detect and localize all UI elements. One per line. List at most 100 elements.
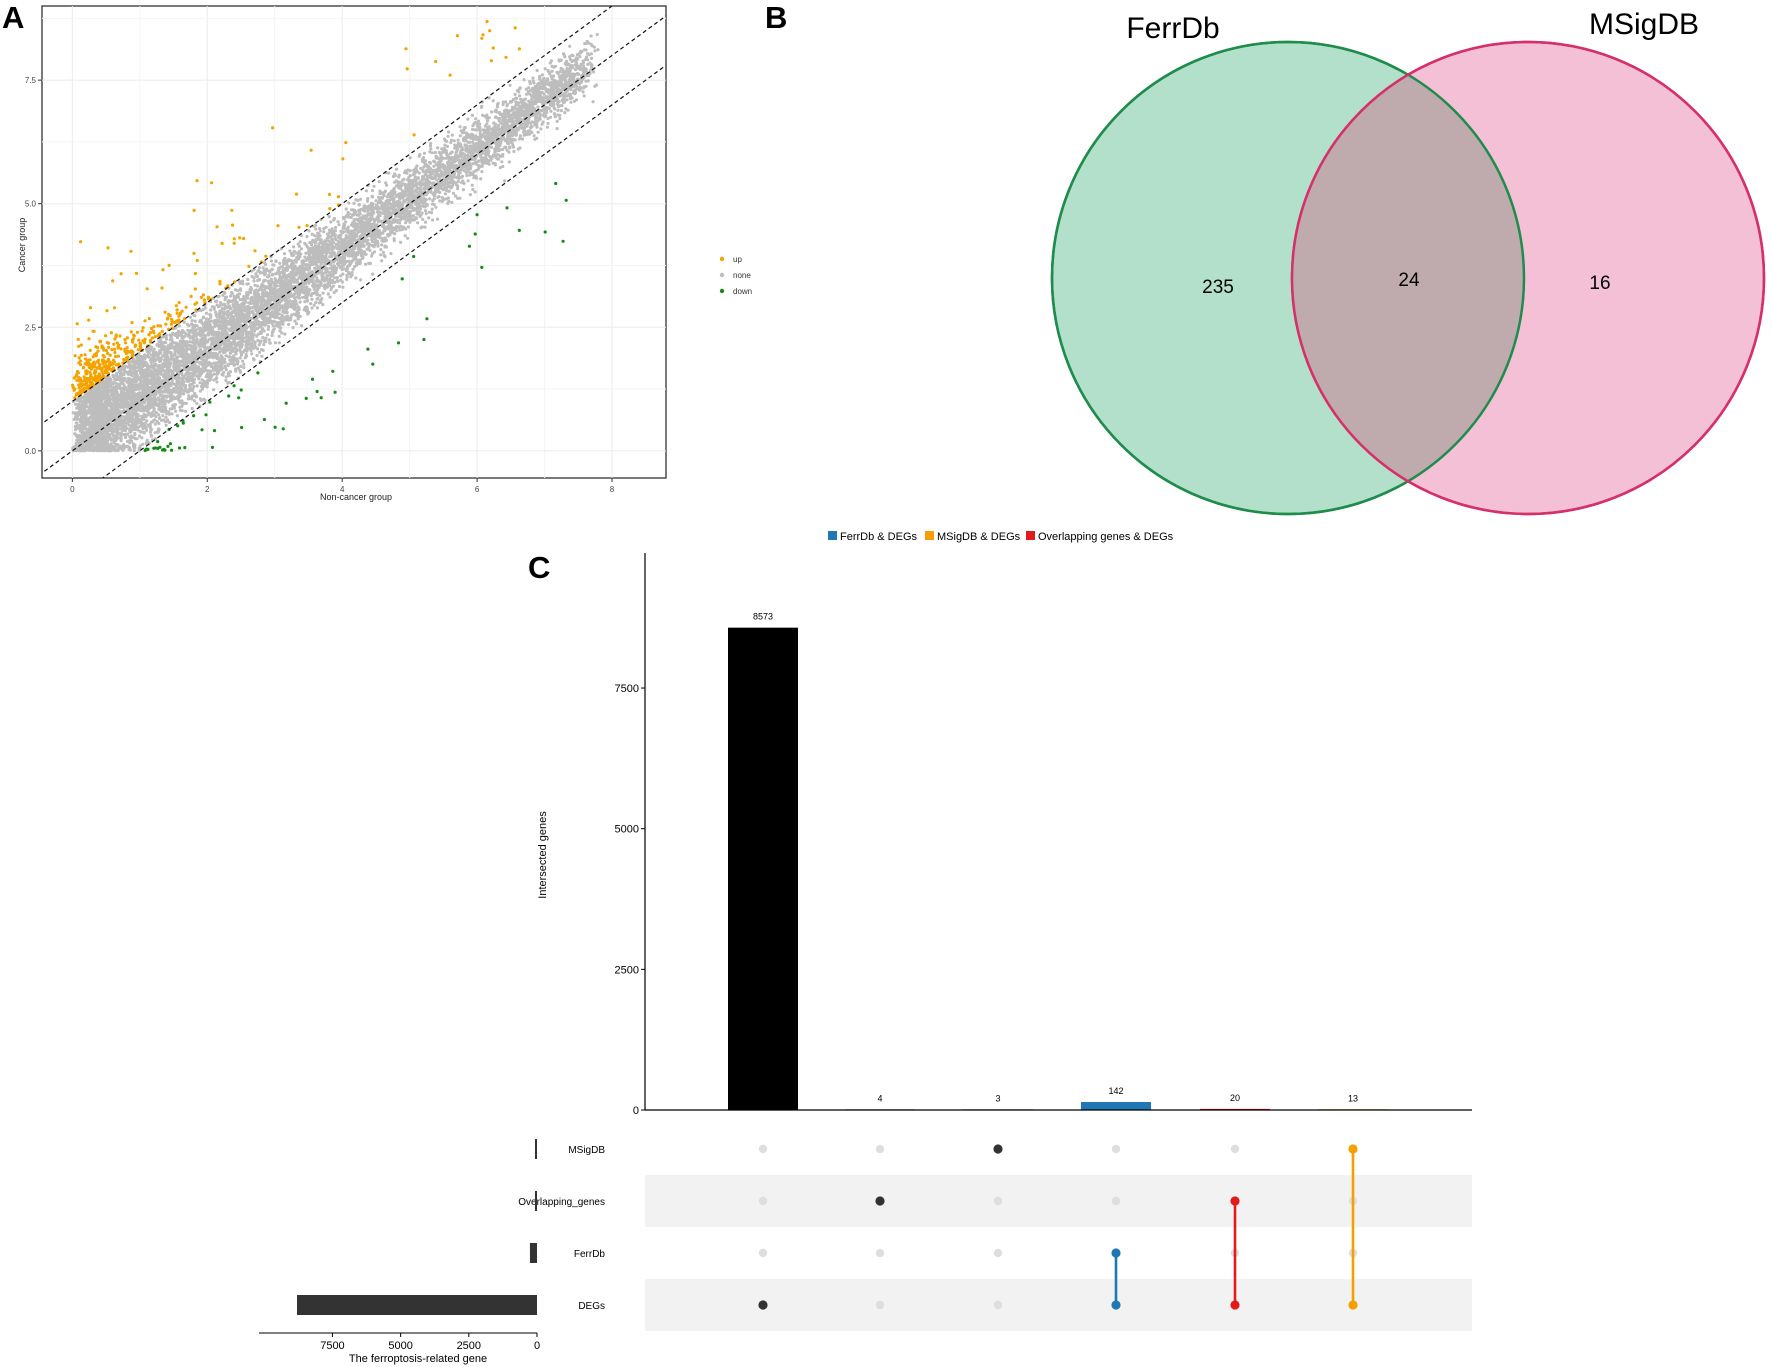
scatter-point (400, 228, 404, 232)
scatter-point (153, 431, 157, 435)
scatter-point (228, 294, 233, 298)
scatter-point (543, 67, 547, 71)
scatter-point (431, 168, 436, 172)
scatter-point (555, 127, 559, 131)
scatter-point (558, 113, 562, 117)
scatter-point (218, 304, 222, 308)
scatter-point (266, 327, 270, 331)
scatter-point (481, 113, 485, 117)
scatter-point (153, 418, 157, 422)
scatter-point (201, 316, 205, 320)
scatter-point (522, 133, 526, 137)
scatter-point (74, 421, 78, 425)
scatter-point (408, 156, 412, 160)
scatter-point (164, 415, 168, 419)
scatter-point (238, 280, 242, 284)
scatter-point (364, 189, 368, 193)
scatter-point (304, 243, 308, 247)
scatter-point (238, 356, 242, 360)
scatter-point (445, 144, 450, 148)
scatter-point (392, 237, 396, 241)
scatter-point (212, 388, 216, 392)
scatter-point (434, 205, 438, 209)
scatter-point (333, 276, 337, 280)
scatter-point (371, 272, 375, 276)
panel-a-letter: A (2, 0, 24, 35)
scatter-point (453, 194, 458, 198)
scatter-point (187, 394, 191, 398)
scatter-point (337, 223, 341, 227)
scatter-point (438, 199, 442, 203)
scatter-point (474, 117, 478, 121)
scatter-point (318, 255, 323, 259)
scatter-point (479, 177, 483, 181)
scatter-point (535, 68, 539, 73)
scatter-point (133, 424, 137, 428)
scatter-point (303, 255, 307, 259)
scatter-point (144, 347, 148, 351)
scatter-point (428, 144, 432, 148)
scatter-point (154, 414, 158, 419)
scatter-point (266, 333, 270, 337)
scatter-point (466, 153, 470, 157)
scatter-point (507, 160, 511, 164)
scatter-point (518, 94, 522, 98)
scatter-point (443, 185, 447, 189)
scatter-point (238, 298, 242, 302)
scatter-point (310, 232, 314, 236)
scatter-point (532, 134, 536, 138)
scatter-point (424, 212, 428, 216)
scatter-point (264, 263, 268, 267)
scatter-point (263, 285, 267, 289)
scatter-point (309, 302, 313, 306)
scatter-point (250, 274, 254, 279)
scatter-point (270, 333, 274, 338)
scatter-point (370, 189, 375, 193)
scatter-point (342, 230, 346, 234)
scatter-point (549, 115, 553, 119)
scatter-point (219, 301, 223, 305)
scatter-point (246, 277, 250, 282)
scatter-point (257, 299, 261, 303)
scatter-point (318, 227, 322, 231)
scatter-point (332, 290, 336, 295)
scatter-point (406, 236, 410, 240)
scatter-point (269, 259, 273, 263)
scatter-point (347, 215, 351, 219)
scatter-point (252, 279, 256, 283)
scatter-point (556, 102, 560, 106)
scatter-point (184, 332, 188, 336)
scatter-point (344, 207, 348, 211)
scatter-point (440, 147, 444, 151)
scatter-point (456, 138, 460, 142)
scatter-point (172, 406, 177, 410)
scatter-point (548, 72, 552, 76)
scatter-point (224, 378, 228, 382)
scatter-point (215, 315, 219, 319)
scatter-point (305, 235, 309, 239)
scatter-point (193, 391, 197, 395)
scatter-point (276, 270, 280, 274)
scatter-point (563, 111, 567, 115)
scatter-point (352, 201, 356, 205)
scatter-point (497, 153, 501, 157)
scatter-point (252, 357, 256, 361)
scatter-point (421, 217, 425, 221)
scatter-point (321, 291, 325, 295)
scatter-point (277, 334, 281, 338)
scatter-point (403, 234, 407, 238)
scatter-point (259, 331, 263, 335)
scatter-point (419, 166, 423, 170)
scatter-point (256, 347, 260, 351)
scatter-point (381, 250, 385, 254)
scatter-point (405, 168, 409, 172)
scatter-point (362, 250, 367, 254)
scatter-point (440, 196, 444, 200)
scatter-point (589, 42, 593, 47)
scatter-point (447, 189, 451, 193)
scatter-point (473, 161, 477, 165)
scatter-point (511, 145, 515, 149)
scatter-point (487, 116, 491, 120)
scatter-point (520, 137, 525, 141)
scatter-point (177, 329, 181, 333)
